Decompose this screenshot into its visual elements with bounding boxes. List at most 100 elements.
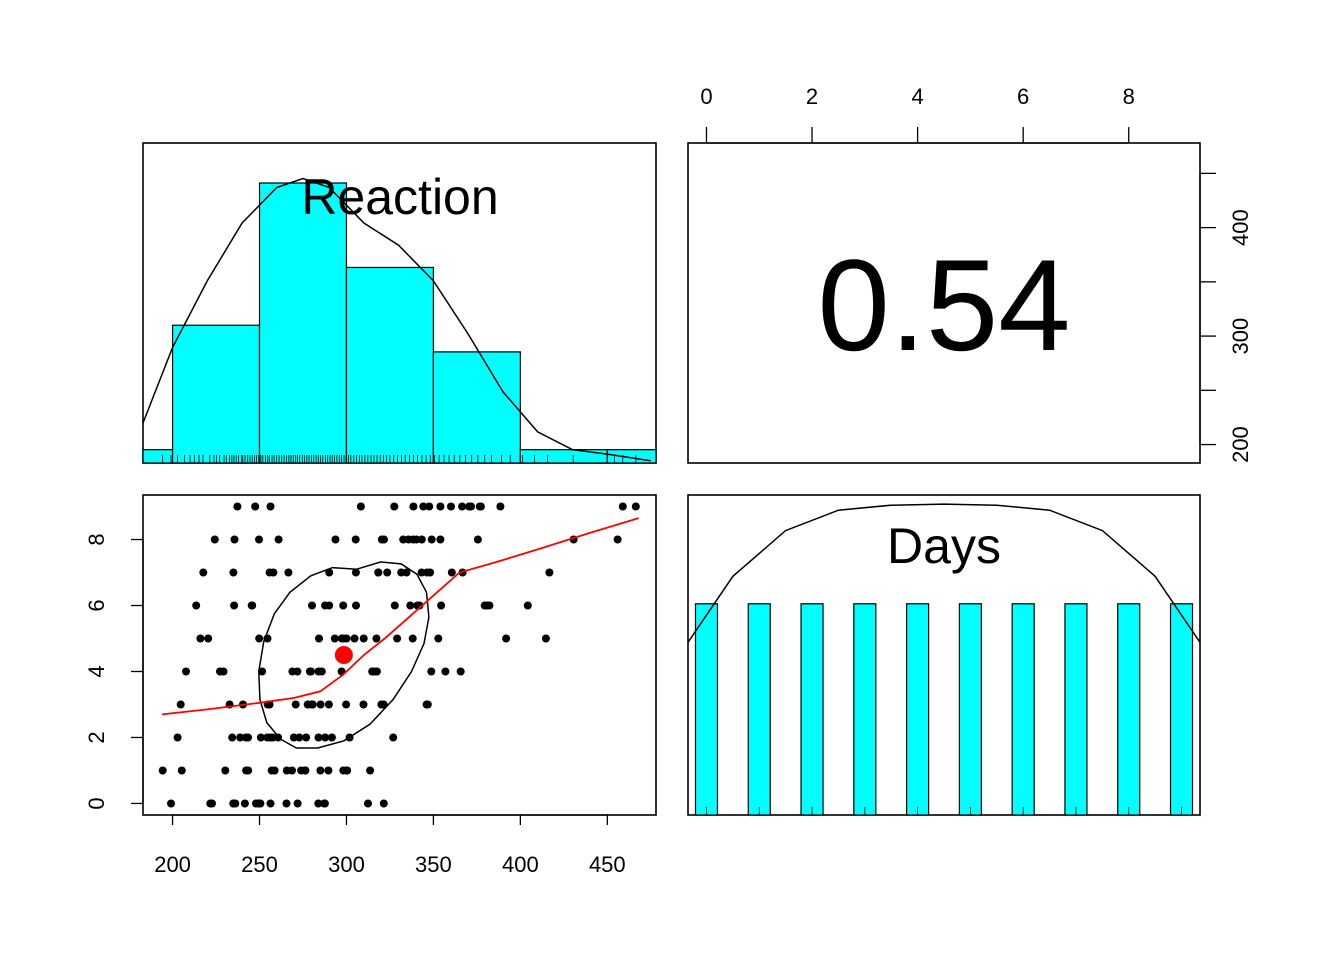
scatter-point-140 <box>293 799 302 808</box>
scatter-point-150 <box>320 799 329 808</box>
scatter-point-109 <box>356 502 365 511</box>
scatter-point-96 <box>523 601 532 610</box>
scatter-point-26 <box>230 601 239 610</box>
scatter-point-168 <box>377 535 386 544</box>
days-left-axis: 0 2 4 6 8 <box>84 533 144 810</box>
scatter-point-145 <box>372 634 381 643</box>
scatter-point-138 <box>473 535 482 544</box>
scatter-point-135 <box>434 634 443 643</box>
scatter-point-115 <box>393 634 402 643</box>
days-bar-3 <box>853 603 877 816</box>
scatter-point-177 <box>383 568 392 577</box>
scatter-point-102 <box>236 733 245 742</box>
days-bar-4 <box>906 603 930 816</box>
top-tick-label-4: 4 <box>911 84 923 109</box>
reaction-histogram-panel: Reaction <box>142 142 657 464</box>
scatter-point-110 <box>266 799 275 808</box>
scatter-point-55 <box>359 634 368 643</box>
left-tick-label-6: 6 <box>84 599 109 611</box>
scatter-point-94 <box>456 667 465 676</box>
scatter-point-149 <box>458 502 467 511</box>
scatter-point-28 <box>274 535 283 544</box>
reaction-histogram-bars <box>142 182 657 464</box>
top-tick-label-6: 6 <box>1017 84 1029 109</box>
scatter-point-173 <box>307 700 316 709</box>
scatter-point-127 <box>284 568 293 577</box>
scatter-point-124 <box>293 667 302 676</box>
scatter-point-16 <box>192 601 201 610</box>
scatter-point-130 <box>206 799 215 808</box>
scatter-point-39 <box>436 502 445 511</box>
scatter-point-126 <box>321 601 330 610</box>
days-bar-6 <box>1011 603 1035 816</box>
top-tick-label-8: 8 <box>1123 84 1135 109</box>
scatter-point-5 <box>541 634 550 643</box>
days-bar-7 <box>1064 603 1088 816</box>
scatter-point-19 <box>233 502 242 511</box>
scatter-point-70 <box>282 799 291 808</box>
scatter-point-99 <box>618 502 627 511</box>
scatter-point-36 <box>308 601 316 610</box>
scatter-point-33 <box>316 700 325 709</box>
scatter-point-164 <box>314 667 323 676</box>
scatter-point-106 <box>248 601 257 610</box>
scatter-point-30 <box>379 799 388 808</box>
scatter-point-139 <box>496 502 505 511</box>
bottom-tick-label-300: 300 <box>328 852 365 877</box>
scatter-point-43 <box>377 700 386 709</box>
scatter-point-76 <box>352 601 360 610</box>
scatter-point-166 <box>482 601 491 610</box>
scatter-point-11 <box>177 766 186 775</box>
scatter-point-146 <box>339 601 348 610</box>
scatter-point-160 <box>229 799 238 808</box>
scatter-point-137 <box>447 568 456 577</box>
scatter-point-179 <box>475 502 484 511</box>
scatter-point-108 <box>255 535 263 544</box>
scatter-point-172 <box>321 733 330 742</box>
scatter-point-84 <box>258 667 267 676</box>
scatter-point-88 <box>230 535 239 544</box>
left-tick-label-0: 0 <box>84 797 109 809</box>
scatter-point-97 <box>545 568 554 577</box>
scatter-point-45 <box>330 634 339 643</box>
scatter-point-87 <box>229 568 238 577</box>
scatter-point-15 <box>196 634 205 643</box>
scatter-points <box>158 502 640 808</box>
days-histogram-frame <box>687 494 1201 816</box>
scatter-point-59 <box>390 502 399 511</box>
scatter-point-89 <box>266 502 275 511</box>
scatter-point-104 <box>216 667 224 676</box>
scatter-point-95 <box>502 634 511 643</box>
scatter-point-176 <box>406 601 415 610</box>
days-bar-0 <box>694 603 719 816</box>
correlation-ellipse <box>258 561 430 749</box>
scatter-point-4 <box>441 667 450 676</box>
reaction-bin-1 <box>171 324 261 464</box>
reaction-bin-0 <box>142 449 174 464</box>
scatter-point-67 <box>351 568 360 577</box>
scatter-point-92 <box>327 733 336 742</box>
correlation-value: 0.54 <box>817 232 1070 378</box>
scatter-point-69 <box>447 502 455 511</box>
reaction-bin-5 <box>519 449 608 464</box>
scatter-point-125 <box>350 634 359 643</box>
reaction-bin-4 <box>432 351 521 464</box>
scatter-point-13 <box>176 700 185 709</box>
top-tick-label-0: 0 <box>700 84 712 109</box>
scatter-point-9 <box>631 502 640 511</box>
scatter-point-65 <box>408 634 417 643</box>
scatter-point-98 <box>613 535 622 544</box>
scatter-point-48 <box>331 535 340 544</box>
scatter-point-129 <box>425 502 434 511</box>
bottom-tick-label-200: 200 <box>154 852 191 877</box>
scatter-point-101 <box>221 766 230 775</box>
scatter-point-91 <box>366 766 375 775</box>
scatter-point-12 <box>173 733 182 742</box>
scatter-point-152 <box>274 733 283 742</box>
scatter-point-105 <box>255 634 264 643</box>
days-density-curve <box>687 503 1201 643</box>
scatter-panel: 200 250 300 350 400 450 0 2 4 6 8 <box>84 494 657 877</box>
scatter-point-174 <box>307 667 315 676</box>
days-bar-2 <box>800 603 824 816</box>
scatter-point-107 <box>269 568 278 577</box>
